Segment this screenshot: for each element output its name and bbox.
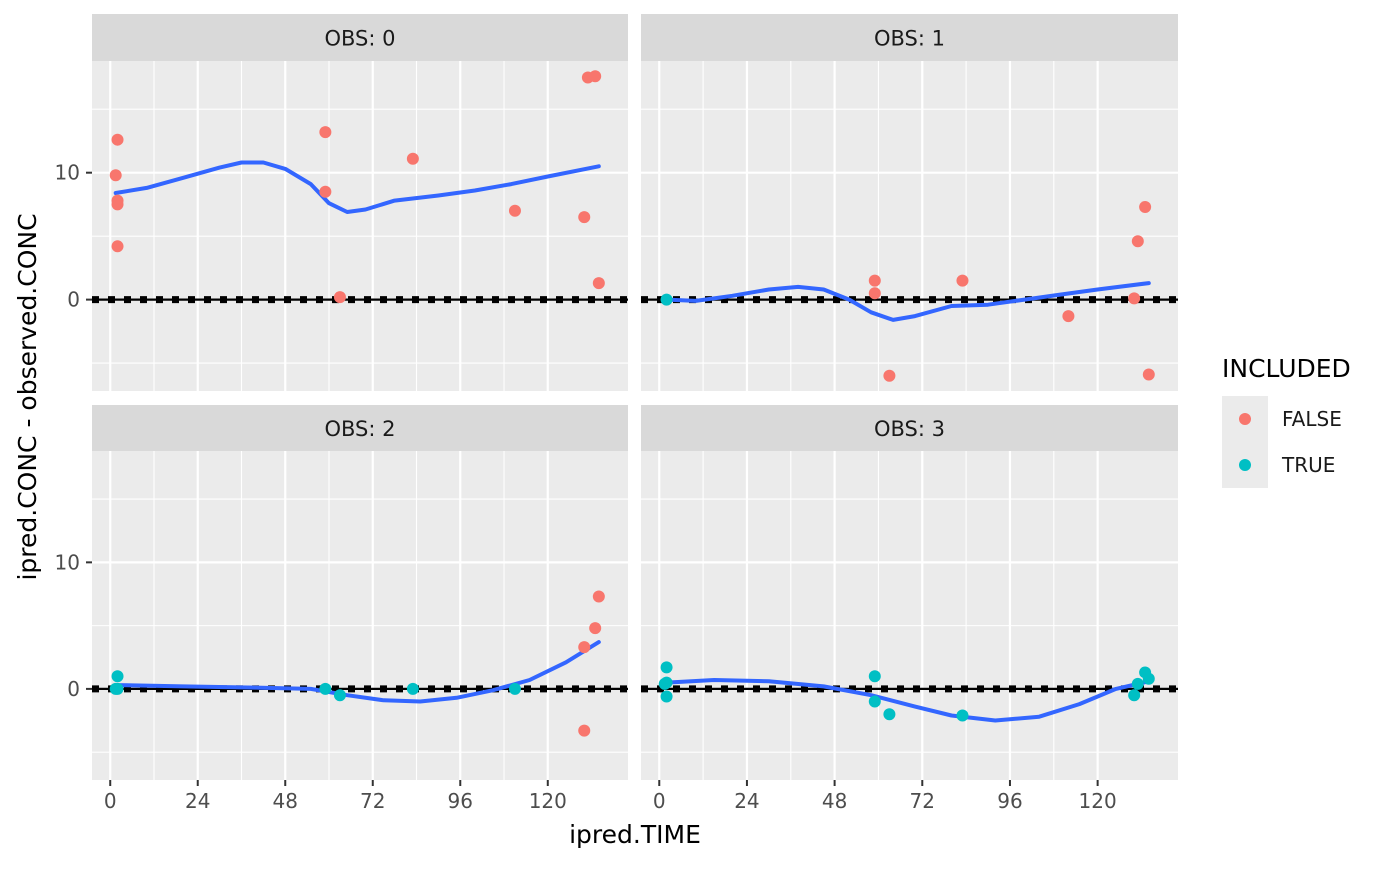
legend-marker xyxy=(1239,459,1251,471)
data-point xyxy=(333,689,346,702)
data-point xyxy=(658,677,671,690)
data-point xyxy=(1142,672,1155,685)
data-point xyxy=(956,709,969,722)
data-point xyxy=(883,369,896,382)
data-point xyxy=(1139,200,1152,213)
data-point xyxy=(956,274,969,287)
y-tick-label: 10 xyxy=(55,161,80,185)
y-tick-label: 0 xyxy=(67,288,80,312)
smooth-line xyxy=(664,678,1151,723)
x-tick-label: 24 xyxy=(185,789,210,813)
y-tick-label: 10 xyxy=(55,550,80,574)
data-point xyxy=(111,240,124,253)
legend-marker xyxy=(1239,413,1251,425)
data-point xyxy=(319,126,332,139)
facet-panel: OBS: 3 0 24 48 72 96 120 xyxy=(641,405,1178,813)
data-point xyxy=(109,682,122,695)
facet-panel: OBS: 1 xyxy=(641,14,1178,391)
x-tick-label: 48 xyxy=(273,789,298,813)
y-tick-label: 0 xyxy=(67,677,80,701)
data-point xyxy=(111,133,124,146)
facet-strip xyxy=(92,405,628,451)
legend-label: TRUE xyxy=(1281,453,1335,477)
data-point xyxy=(589,70,602,83)
legend-title: INCLUDED xyxy=(1222,354,1351,383)
data-point xyxy=(883,708,896,721)
data-point xyxy=(508,204,521,217)
facet-strip xyxy=(641,405,1178,451)
data-point xyxy=(111,670,124,683)
panel-background xyxy=(92,451,628,780)
data-point xyxy=(406,152,419,165)
x-tick-label: 72 xyxy=(360,789,385,813)
x-tick-label: 120 xyxy=(529,789,567,813)
smooth-line xyxy=(113,160,601,214)
data-point xyxy=(660,690,673,703)
data-point xyxy=(406,682,419,695)
data-point xyxy=(1128,689,1141,702)
data-point xyxy=(589,622,602,635)
facet-strip-label: OBS: 3 xyxy=(874,417,945,441)
facet-strip xyxy=(641,14,1178,61)
data-point xyxy=(868,287,881,300)
data-point xyxy=(111,198,124,211)
panel-background xyxy=(92,61,628,391)
data-point xyxy=(868,274,881,287)
x-tick-label: 96 xyxy=(448,789,473,813)
data-point xyxy=(592,590,605,603)
data-point xyxy=(1062,310,1075,323)
data-point xyxy=(578,641,591,654)
data-point xyxy=(578,211,591,224)
x-axis-title: ipred.TIME xyxy=(569,820,701,849)
data-point xyxy=(333,291,346,304)
x-tick-label: 0 xyxy=(653,789,666,813)
x-tick-label: 96 xyxy=(997,789,1022,813)
facet-panel: OBS: 0 0 10 xyxy=(55,14,628,391)
data-point xyxy=(109,169,122,182)
data-point xyxy=(868,670,881,683)
legend-label: FALSE xyxy=(1282,407,1342,431)
panel-background xyxy=(641,451,1178,780)
data-point xyxy=(1128,292,1141,305)
data-point xyxy=(592,277,605,290)
y-axis-title: ipred.CONC - observed.CONC xyxy=(13,213,42,580)
data-point xyxy=(1142,368,1155,381)
x-tick-label: 0 xyxy=(104,789,117,813)
x-tick-label: 48 xyxy=(822,789,847,813)
x-tick-label: 24 xyxy=(734,789,759,813)
data-point xyxy=(508,682,521,695)
data-point xyxy=(319,682,332,695)
smooth-line xyxy=(115,640,601,704)
facet-strip xyxy=(92,14,628,61)
x-tick-label: 72 xyxy=(910,789,935,813)
facet-strip-label: OBS: 0 xyxy=(324,27,395,51)
data-point xyxy=(660,293,673,306)
facet-strip-label: OBS: 1 xyxy=(874,27,945,51)
data-point xyxy=(1131,235,1144,248)
data-point xyxy=(578,724,591,737)
data-point xyxy=(868,695,881,708)
x-tick-label: 120 xyxy=(1079,789,1117,813)
data-point xyxy=(1131,677,1144,690)
facet-strip-label: OBS: 2 xyxy=(324,417,395,441)
legend: INCLUDED FALSE TRUE xyxy=(1222,354,1351,488)
smooth-line xyxy=(664,281,1151,322)
panel-background xyxy=(641,61,1178,391)
data-point xyxy=(660,661,673,674)
data-point xyxy=(319,185,332,198)
